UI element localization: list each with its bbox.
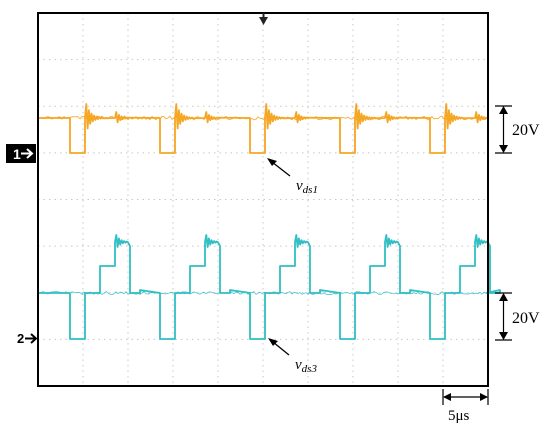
vds3-pointer	[272, 341, 290, 356]
vds1-noise	[37, 115, 487, 121]
ch1-marker-label: 1	[13, 146, 21, 162]
vds3-pointer-arrow-icon	[268, 338, 278, 346]
ch2-arrow-icon	[25, 333, 38, 344]
vds3-noise	[37, 291, 487, 295]
ch2-marker: 2	[17, 331, 38, 346]
ch1-scale-label: 20V	[512, 122, 540, 139]
ch2-marker-label: 2	[17, 331, 24, 346]
ch2-scale-label: 20V	[512, 310, 540, 327]
ch2-scale-bar: 20V	[495, 292, 540, 341]
vds3-label: vds3	[295, 357, 317, 375]
vds1-label: vds1	[296, 178, 318, 196]
traces	[37, 103, 501, 340]
vds1-pointer-arrow-icon	[267, 158, 277, 166]
time-scale-bar: 5μs	[442, 389, 489, 424]
vds3-annotation: vds3	[268, 338, 317, 375]
time-scale-label: 5μs	[448, 408, 470, 424]
ch1-marker: 1	[6, 144, 36, 163]
vds1-pointer	[271, 161, 291, 177]
ch1-scale-bar: 20V	[495, 105, 540, 154]
ch1-arrow-icon	[21, 148, 34, 159]
trigger-marker-icon	[259, 17, 268, 25]
vds1-annotation: vds1	[267, 158, 318, 196]
